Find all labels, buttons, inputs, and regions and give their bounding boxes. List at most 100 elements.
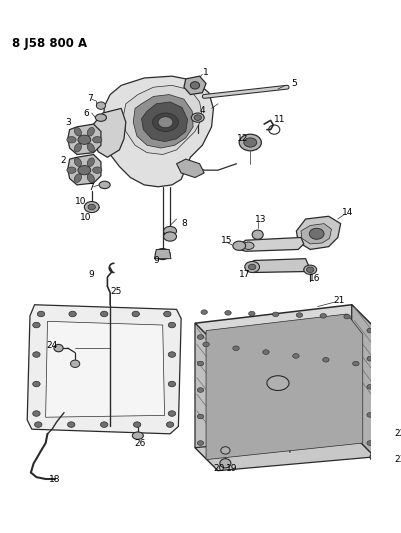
Polygon shape xyxy=(93,108,126,157)
Ellipse shape xyxy=(34,422,42,427)
Ellipse shape xyxy=(74,127,81,136)
Text: 24: 24 xyxy=(47,341,58,350)
Ellipse shape xyxy=(74,158,81,166)
Ellipse shape xyxy=(272,312,279,317)
Ellipse shape xyxy=(152,113,178,132)
Ellipse shape xyxy=(367,328,373,333)
Text: 9: 9 xyxy=(154,256,159,265)
Ellipse shape xyxy=(221,447,230,454)
Ellipse shape xyxy=(197,335,204,340)
Text: 22: 22 xyxy=(394,429,401,438)
Text: 23: 23 xyxy=(394,455,401,464)
Ellipse shape xyxy=(252,230,263,239)
Text: 12: 12 xyxy=(237,134,249,143)
Ellipse shape xyxy=(267,376,289,391)
Ellipse shape xyxy=(158,117,173,128)
Text: 18: 18 xyxy=(49,475,61,484)
Polygon shape xyxy=(184,76,206,94)
Ellipse shape xyxy=(194,115,201,120)
Polygon shape xyxy=(142,102,188,142)
Polygon shape xyxy=(249,259,308,272)
Ellipse shape xyxy=(166,422,174,427)
Polygon shape xyxy=(133,94,193,148)
Ellipse shape xyxy=(95,114,107,122)
Ellipse shape xyxy=(249,264,256,270)
Ellipse shape xyxy=(33,352,40,357)
Ellipse shape xyxy=(87,174,94,182)
Ellipse shape xyxy=(203,342,209,346)
Ellipse shape xyxy=(367,357,373,361)
Ellipse shape xyxy=(239,134,261,151)
Text: 3: 3 xyxy=(65,118,71,127)
Polygon shape xyxy=(352,305,375,457)
Polygon shape xyxy=(103,76,213,187)
Text: 26: 26 xyxy=(134,439,145,448)
Ellipse shape xyxy=(367,441,373,446)
Ellipse shape xyxy=(168,352,176,357)
Ellipse shape xyxy=(244,138,257,147)
Text: 19: 19 xyxy=(226,464,238,473)
Text: 13: 13 xyxy=(255,214,266,223)
Ellipse shape xyxy=(344,314,350,319)
Text: 5: 5 xyxy=(292,79,298,88)
Text: 8 J58 800 A: 8 J58 800 A xyxy=(12,37,87,51)
Ellipse shape xyxy=(74,143,81,152)
Ellipse shape xyxy=(164,227,176,236)
Ellipse shape xyxy=(243,242,254,249)
Ellipse shape xyxy=(320,313,326,318)
Text: 25: 25 xyxy=(110,287,122,296)
Ellipse shape xyxy=(87,127,94,136)
Polygon shape xyxy=(296,216,340,249)
Ellipse shape xyxy=(71,360,80,367)
Text: 8: 8 xyxy=(181,219,187,228)
Ellipse shape xyxy=(304,265,317,274)
Ellipse shape xyxy=(367,413,373,417)
Text: 4: 4 xyxy=(200,106,205,115)
Text: 7: 7 xyxy=(87,94,93,103)
Ellipse shape xyxy=(296,313,303,317)
Ellipse shape xyxy=(245,261,259,272)
Ellipse shape xyxy=(197,414,204,419)
Text: 14: 14 xyxy=(342,208,354,217)
Ellipse shape xyxy=(87,158,94,166)
Ellipse shape xyxy=(249,311,255,316)
Text: 1: 1 xyxy=(203,68,209,77)
Polygon shape xyxy=(206,314,363,459)
Text: 16: 16 xyxy=(309,274,320,284)
Ellipse shape xyxy=(370,451,385,463)
Ellipse shape xyxy=(87,143,94,152)
Ellipse shape xyxy=(84,201,99,213)
Ellipse shape xyxy=(164,232,176,241)
Ellipse shape xyxy=(263,350,269,354)
Polygon shape xyxy=(123,85,203,155)
Text: 11: 11 xyxy=(274,115,286,124)
Ellipse shape xyxy=(367,384,373,389)
Ellipse shape xyxy=(191,113,204,122)
Text: 2: 2 xyxy=(60,157,66,165)
Ellipse shape xyxy=(99,181,110,189)
Ellipse shape xyxy=(225,311,231,315)
Ellipse shape xyxy=(78,166,91,175)
Ellipse shape xyxy=(96,102,105,109)
Polygon shape xyxy=(27,305,181,434)
Text: 17: 17 xyxy=(239,270,251,279)
Ellipse shape xyxy=(197,441,204,446)
Text: 9: 9 xyxy=(88,270,94,279)
Ellipse shape xyxy=(33,411,40,416)
Ellipse shape xyxy=(132,311,140,317)
Ellipse shape xyxy=(293,353,299,358)
Ellipse shape xyxy=(352,361,359,366)
Ellipse shape xyxy=(155,248,170,260)
Ellipse shape xyxy=(101,422,108,427)
Ellipse shape xyxy=(220,459,231,468)
Text: 6: 6 xyxy=(83,109,89,118)
Ellipse shape xyxy=(54,344,63,352)
Ellipse shape xyxy=(383,365,389,370)
Text: 7: 7 xyxy=(88,183,94,192)
Ellipse shape xyxy=(134,422,141,427)
Ellipse shape xyxy=(233,346,239,351)
Ellipse shape xyxy=(233,241,246,251)
Polygon shape xyxy=(301,224,331,244)
Ellipse shape xyxy=(132,432,143,439)
Ellipse shape xyxy=(168,322,176,328)
